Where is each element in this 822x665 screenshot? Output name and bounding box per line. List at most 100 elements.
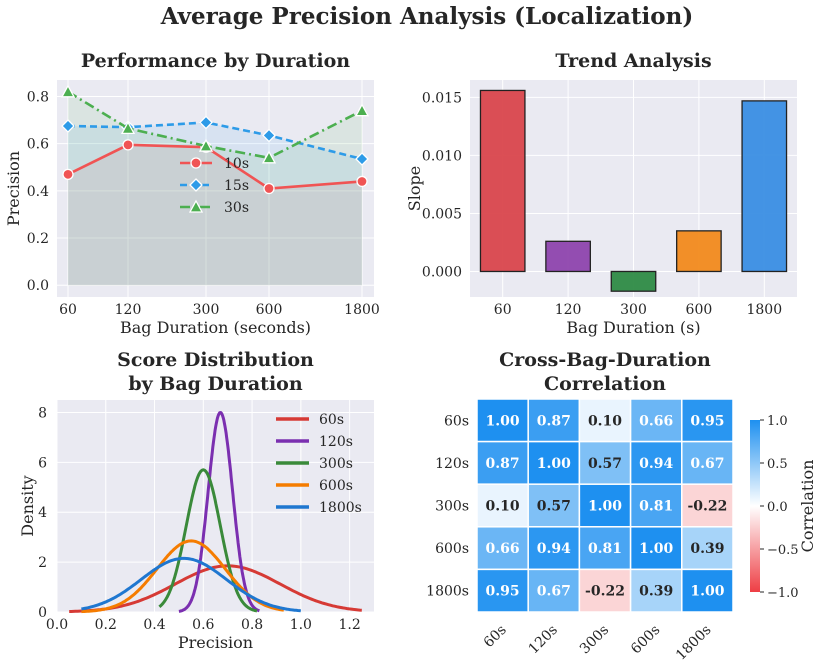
heatmap-cell bbox=[476, 568, 529, 613]
cell-value: 0.10 bbox=[486, 499, 520, 515]
y-tick-label: 2 bbox=[38, 555, 47, 571]
y-tick-label: 4 bbox=[38, 505, 47, 521]
x-tick-label: 60 bbox=[494, 302, 512, 318]
column-label: 60s bbox=[481, 622, 510, 651]
column-label: 1800s bbox=[673, 622, 715, 664]
cell-value: 0.67 bbox=[690, 456, 724, 472]
cell-value: 0.87 bbox=[537, 413, 571, 429]
bar-300 bbox=[610, 270, 657, 292]
legend-marker-10s bbox=[190, 157, 202, 169]
legend-label-60s: 60s bbox=[319, 412, 344, 428]
chart-title: Score Distribution bbox=[117, 349, 314, 371]
y-tick-label: 0.4 bbox=[27, 184, 49, 200]
colorbar-tick-label: 0.0 bbox=[767, 500, 788, 515]
y-tick-label: 0.005 bbox=[422, 206, 462, 222]
heatmap-cell bbox=[681, 568, 734, 613]
bar-1800 bbox=[741, 100, 788, 273]
colorbar-tick-label: 0.5 bbox=[767, 457, 788, 472]
marker-10s bbox=[263, 182, 275, 195]
performance-by-duration-chart: Performance by Duration 0.0 0.2 0.4 0.6 0.8 60… bbox=[4, 50, 380, 337]
line-series-30s bbox=[67, 90, 363, 160]
chart-title: Trend Analysis bbox=[555, 50, 711, 72]
legend-label-300s: 300s bbox=[319, 456, 353, 472]
heatmap-cell bbox=[681, 526, 734, 571]
marker-10s bbox=[62, 168, 74, 180]
density-curve-300s bbox=[158, 468, 258, 613]
cell-value: 0.10 bbox=[588, 413, 622, 429]
bar-600 bbox=[676, 230, 722, 273]
density-curve-120s bbox=[178, 410, 260, 613]
cell-value: 0.67 bbox=[537, 584, 571, 600]
x-tick-label: 300 bbox=[193, 302, 220, 318]
legend-label-30s: 30s bbox=[224, 200, 249, 216]
y-tick-label: 0.000 bbox=[422, 264, 462, 280]
marker-10s bbox=[356, 175, 368, 188]
y-tick-label: 0.2 bbox=[27, 231, 49, 247]
marker-30s bbox=[261, 150, 277, 164]
marker-10s bbox=[122, 139, 134, 151]
heatmap-cell bbox=[681, 483, 734, 528]
x-tick-label: 0.2 bbox=[95, 617, 117, 633]
y-tick-label: 0 bbox=[38, 605, 47, 621]
x-axis-label: Precision bbox=[178, 633, 253, 652]
chart-title: Correlation bbox=[544, 373, 666, 395]
y-tick-label: 0.010 bbox=[422, 148, 462, 164]
y-tick-label: 0.0 bbox=[27, 278, 49, 294]
marker-15s bbox=[355, 152, 369, 166]
colorbar-label: Correlation bbox=[798, 460, 817, 553]
chart-title: Performance by Duration bbox=[81, 50, 350, 72]
cell-value: 0.81 bbox=[639, 499, 673, 515]
chart-title: by Bag Duration bbox=[128, 373, 302, 395]
legend-label-600s: 600s bbox=[319, 478, 353, 494]
density-curve-1800s bbox=[81, 556, 301, 613]
bar-120 bbox=[545, 240, 591, 273]
row-label: 1800s bbox=[426, 584, 469, 600]
marker-30s bbox=[60, 84, 76, 98]
legend-label-10s: 10s bbox=[224, 156, 249, 172]
legend-label-1800s: 1800s bbox=[319, 500, 362, 516]
x-tick-label: 0.0 bbox=[46, 617, 68, 633]
cell-value: 0.94 bbox=[537, 541, 571, 557]
cell-value: 0.66 bbox=[639, 413, 673, 429]
x-tick-label: 60 bbox=[59, 302, 77, 318]
marker-15s bbox=[199, 115, 213, 130]
bar-60 bbox=[479, 89, 526, 273]
figure-title: Average Precision Analysis (Localization… bbox=[160, 3, 693, 30]
marker-30s bbox=[120, 120, 136, 135]
heatmap-cell bbox=[629, 440, 683, 485]
heatmap-cell bbox=[476, 483, 529, 528]
heatmap-cell bbox=[629, 568, 683, 613]
cell-value: 0.81 bbox=[588, 541, 622, 557]
cell-value: 0.57 bbox=[588, 456, 622, 472]
x-tick-label: 120 bbox=[115, 302, 142, 318]
y-axis-label: Slope bbox=[405, 166, 424, 211]
x-tick-label: 600 bbox=[256, 302, 283, 318]
x-tick-label: 300 bbox=[620, 302, 647, 318]
x-axis-label: Bag Duration (seconds) bbox=[120, 318, 311, 337]
colorbar bbox=[750, 420, 760, 592]
area-15s bbox=[68, 122, 362, 286]
chart-title: Cross-Bag-Duration bbox=[499, 349, 711, 371]
legend-marker-30s bbox=[188, 199, 204, 213]
x-tick-label: 1.0 bbox=[290, 617, 312, 633]
heatmap-cell bbox=[578, 483, 632, 528]
area-30s bbox=[68, 91, 362, 286]
legend-label-120s: 120s bbox=[319, 434, 353, 450]
cell-value: 0.66 bbox=[486, 541, 520, 557]
row-label: 300s bbox=[435, 499, 469, 515]
cell-value: 0.39 bbox=[690, 541, 724, 557]
cell-value: 0.39 bbox=[639, 584, 673, 600]
x-tick-label: 1800 bbox=[344, 302, 380, 318]
heatmap-cell bbox=[629, 398, 683, 443]
heatmap-cell bbox=[629, 483, 683, 528]
marker-30s bbox=[198, 138, 214, 152]
cell-value: 0.57 bbox=[537, 499, 571, 515]
row-label: 60s bbox=[444, 413, 469, 429]
row-label: 600s bbox=[435, 541, 469, 557]
heatmap-cell bbox=[578, 526, 632, 571]
marker-30s bbox=[354, 103, 370, 117]
cell-value: -0.22 bbox=[585, 584, 625, 600]
y-axis-label: Precision bbox=[4, 151, 23, 226]
